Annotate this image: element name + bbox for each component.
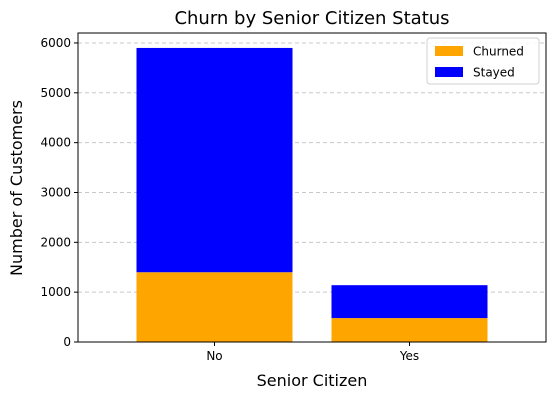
y-tick-label: 0 bbox=[63, 335, 71, 349]
x-axis-label: Senior Citizen bbox=[257, 371, 368, 390]
y-tick-label: 3000 bbox=[40, 185, 71, 199]
y-axis-label: Number of Customers bbox=[7, 100, 26, 276]
legend: Churned Stayed bbox=[426, 37, 540, 85]
y-tick-label: 5000 bbox=[40, 86, 71, 100]
bar-stayed-yes bbox=[331, 285, 488, 319]
legend-swatch-stayed bbox=[435, 67, 463, 77]
bar-churned-yes bbox=[331, 318, 488, 342]
x-axis-ticks: No Yes bbox=[206, 342, 419, 363]
y-tick-label: 4000 bbox=[40, 136, 71, 150]
y-tick-label: 1000 bbox=[40, 285, 71, 299]
x-tick-label: Yes bbox=[399, 349, 419, 363]
x-tick-label: No bbox=[206, 349, 222, 363]
legend-label-churned: Churned bbox=[473, 45, 524, 59]
plot-frame bbox=[77, 32, 547, 343]
legend-label-stayed: Stayed bbox=[473, 66, 515, 80]
bar-stayed-no bbox=[136, 47, 293, 273]
legend-swatch-churned bbox=[435, 46, 463, 56]
y-tick-label: 2000 bbox=[40, 235, 71, 249]
bar-churned-no bbox=[136, 272, 293, 342]
y-axis-ticks: 0 1000 2000 3000 4000 5000 6000 bbox=[40, 36, 78, 349]
chart-title: Churn by Senior Citizen Status bbox=[174, 8, 449, 29]
y-tick-label: 6000 bbox=[40, 36, 71, 50]
bars bbox=[136, 47, 488, 342]
